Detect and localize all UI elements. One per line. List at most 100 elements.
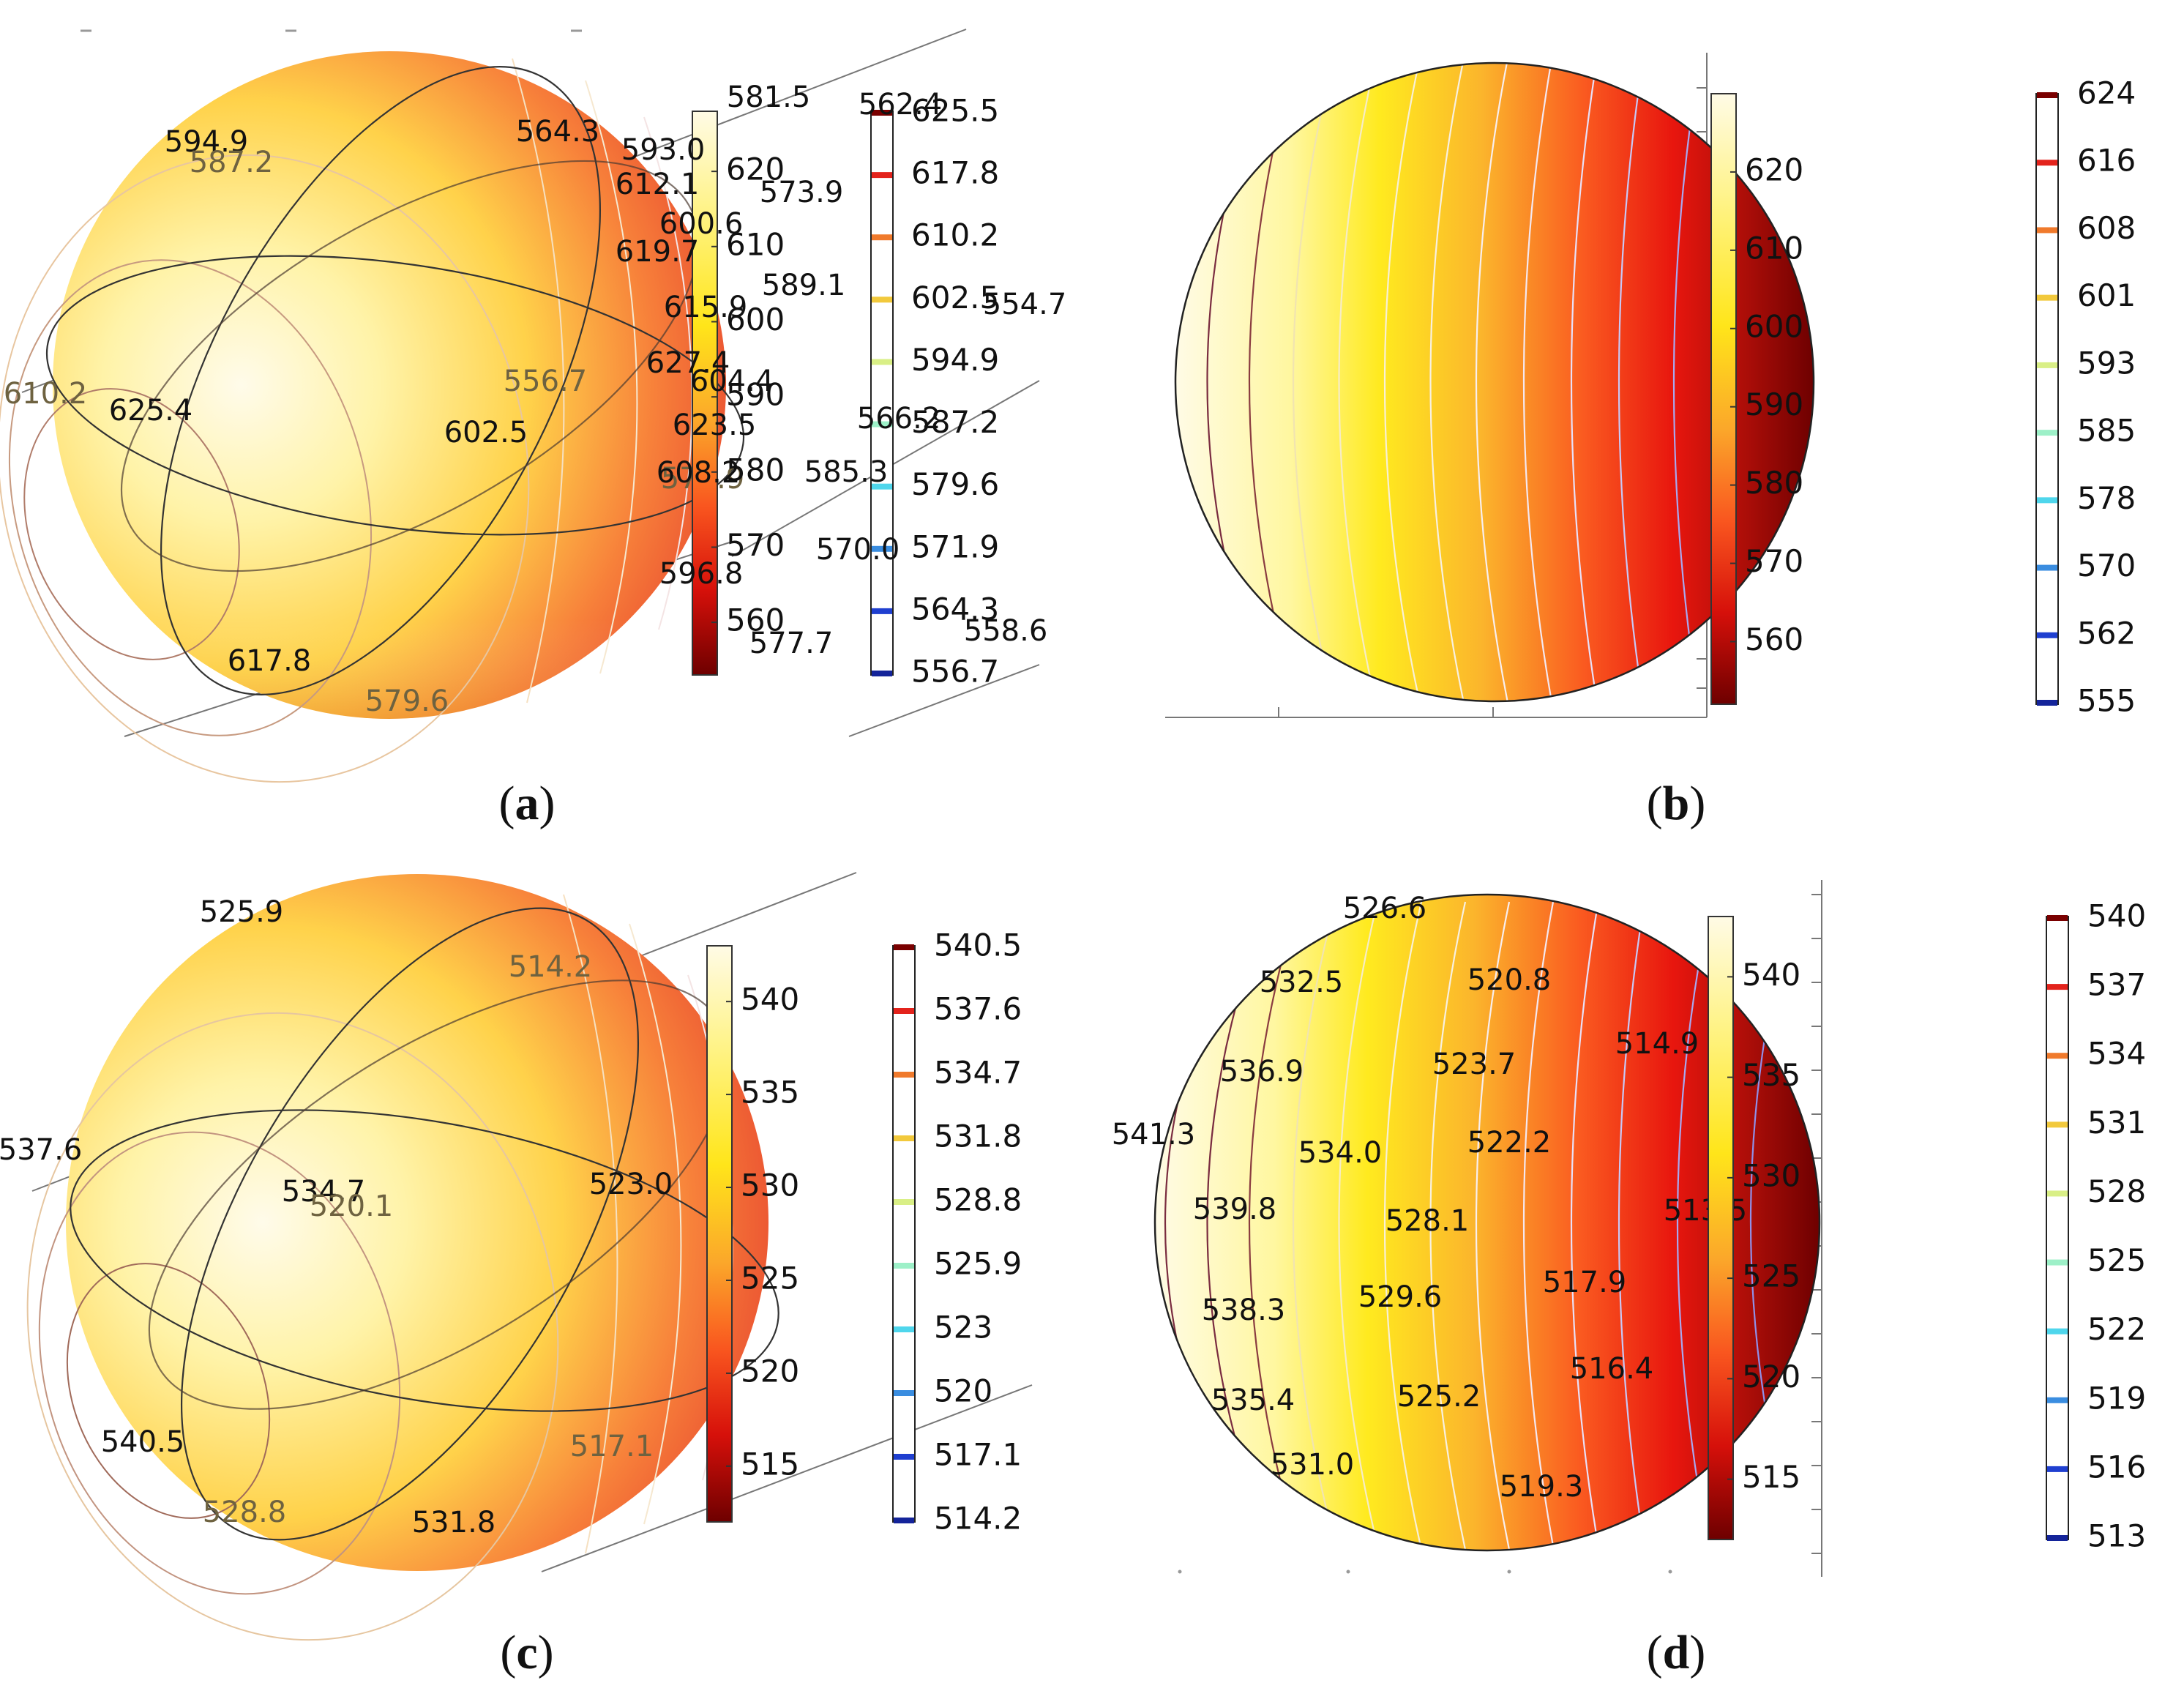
surface-value-label: 615.9 — [664, 291, 748, 324]
panel-d-plot: 526.6 532.5 520.8 514.9 536.9 523.7 541.3 534.0… — [1112, 880, 2146, 1577]
surface-value-label: 619.7 — [616, 235, 700, 269]
panel-d: 526.6 532.5 520.8 514.9 536.9 523.7 541.3 534.0… — [1092, 851, 2184, 1702]
contour-legend-swatch — [2037, 564, 2057, 571]
contour-legend-swatch — [2047, 1466, 2068, 1472]
surface-value-label: 528.1 — [1385, 1204, 1470, 1238]
surface-value-label: 540.5 — [101, 1425, 185, 1459]
panel-a: 594.9587.2564.3610.2625.4556.7602.5571.9… — [0, 0, 1092, 851]
surface-value-label: 593.0 — [621, 133, 706, 167]
colorbar-tick-label: 580 — [726, 452, 785, 488]
surface-value-label: 532.5 — [1260, 966, 1344, 999]
panel-label-a: (a) — [498, 777, 556, 830]
surface-value-label: 525.9 — [200, 895, 284, 929]
colorbar-tick-label: 515 — [741, 1446, 799, 1482]
colorbar — [692, 111, 718, 676]
contour-legend-label: 578 — [2077, 480, 2136, 516]
contour-legend-label: 555 — [2077, 683, 2136, 719]
contour-legend-label: 522 — [2087, 1311, 2146, 1347]
contour-legend-swatch — [2047, 1535, 2068, 1541]
colorbar-tick-label: 560 — [1745, 622, 1803, 657]
surface-value-label: 573.9 — [760, 176, 844, 209]
contour-legend-label: 517.1 — [934, 1437, 1022, 1473]
colorbar — [1710, 93, 1737, 705]
colorbar-tick-label: 525 — [1742, 1258, 1800, 1294]
surface-value-label: 612.1 — [616, 168, 700, 201]
surface-value-label: 536.9 — [1220, 1055, 1304, 1089]
surface-value-label: 594.9 — [165, 125, 249, 159]
contour-legend-swatch — [2037, 497, 2057, 504]
contour-legend-label: 608 — [2077, 210, 2136, 246]
colorbar-tick-label: 610 — [726, 226, 785, 262]
surface-value-label: 579.6 — [365, 684, 449, 718]
contour-legend-swatch — [894, 1072, 914, 1078]
surface-value-label: 587.2 — [190, 146, 274, 179]
surface-value-label: 625.4 — [109, 394, 193, 428]
contour-legend-label: 585 — [2077, 413, 2136, 449]
surface-value-label: 627.4 — [646, 346, 730, 380]
colorbar-tick-label: 515 — [1742, 1459, 1800, 1495]
contour-legend-label: 519 — [2087, 1380, 2146, 1416]
contour-legend-label: 513 — [2087, 1518, 2146, 1554]
contour-legend-swatch — [894, 1263, 914, 1269]
contour-legend-label: 531 — [2087, 1105, 2146, 1141]
contour-legend-box — [870, 111, 894, 676]
surface-value-label: 514.2 — [509, 950, 593, 984]
surface-value-label: 554.7 — [983, 288, 1067, 321]
contour-legend-label: 602.5 — [911, 280, 999, 316]
contour-legend-swatch — [872, 483, 892, 490]
surface-value-label: 581.5 — [727, 81, 811, 114]
contour-legend-label: 540.5 — [934, 927, 1022, 963]
contour-legend-swatch — [872, 421, 892, 428]
panel-a-plot: 594.9587.2564.3610.2625.4556.7602.5571.9… — [0, 29, 1040, 783]
surface-value-label: 600.6 — [659, 207, 744, 241]
colorbar-tick-label: 540 — [1742, 957, 1800, 993]
surface-value-label: 516.4 — [1570, 1352, 1654, 1386]
contour-legend-swatch — [894, 1008, 914, 1014]
surface-value-label: 570.0 — [816, 533, 900, 567]
surface-value-label: 523.0 — [589, 1168, 673, 1201]
surface-value-label: 564.3 — [516, 115, 600, 149]
panel-label-d: (d) — [1646, 1626, 1706, 1679]
contour-legend-box — [2046, 916, 2069, 1540]
colorbar-tick-label: 590 — [726, 377, 785, 413]
surface-value-label: 589.1 — [762, 269, 846, 302]
colorbar-tick-label: 570 — [726, 527, 785, 563]
colorbar-tick-label: 530 — [741, 1168, 799, 1203]
contour-legend-swatch — [894, 1454, 914, 1460]
surface-value-label: 556.7 — [504, 365, 588, 398]
contour-legend-swatch — [2037, 430, 2057, 436]
contour-legend-swatch — [2047, 1121, 2068, 1128]
surface-value-label: 531.0 — [1271, 1448, 1355, 1482]
contour-legend-swatch — [872, 671, 892, 676]
disc-surface — [1155, 895, 1820, 1550]
surface-value-label: 513.5 — [1664, 1194, 1748, 1228]
contour-legend-swatch — [2047, 1397, 2068, 1403]
colorbar — [1708, 916, 1734, 1540]
contour-legend-label: 616 — [2077, 143, 2136, 179]
contour-legend-swatch — [2047, 1053, 2068, 1059]
colorbar-tick-label: 540 — [741, 982, 799, 1018]
contour-legend-box — [892, 945, 916, 1523]
contour-legend-swatch — [872, 296, 892, 303]
contour-legend-swatch — [2047, 915, 2068, 921]
surface-value-label: 520.8 — [1467, 963, 1552, 997]
colorbar — [706, 945, 733, 1523]
contour-legend-swatch — [2037, 160, 2057, 166]
panel-label-c: (c) — [500, 1626, 554, 1679]
surface-value-label: 531.8 — [412, 1506, 496, 1539]
contour-legend-label: 514.2 — [934, 1501, 1022, 1537]
contour-legend-label: 624 — [2077, 75, 2136, 111]
colorbar-tick-label: 535 — [1742, 1057, 1800, 1093]
contour-legend-label: 534.7 — [934, 1055, 1022, 1091]
colorbar-tick-label: 590 — [1745, 387, 1803, 422]
contour-legend-label: 562 — [2077, 615, 2136, 651]
contour-legend-label: 617.8 — [911, 155, 999, 191]
surface-value-label: 517.1 — [570, 1430, 654, 1463]
colorbar-tick-label: 560 — [726, 602, 785, 638]
contour-legend-label: 564.3 — [911, 591, 999, 627]
contour-legend-label: 531.8 — [934, 1119, 1022, 1154]
surface-value-label: 596.8 — [659, 557, 744, 591]
sphere-surface — [66, 874, 768, 1571]
contour-legend-swatch — [2037, 227, 2057, 234]
